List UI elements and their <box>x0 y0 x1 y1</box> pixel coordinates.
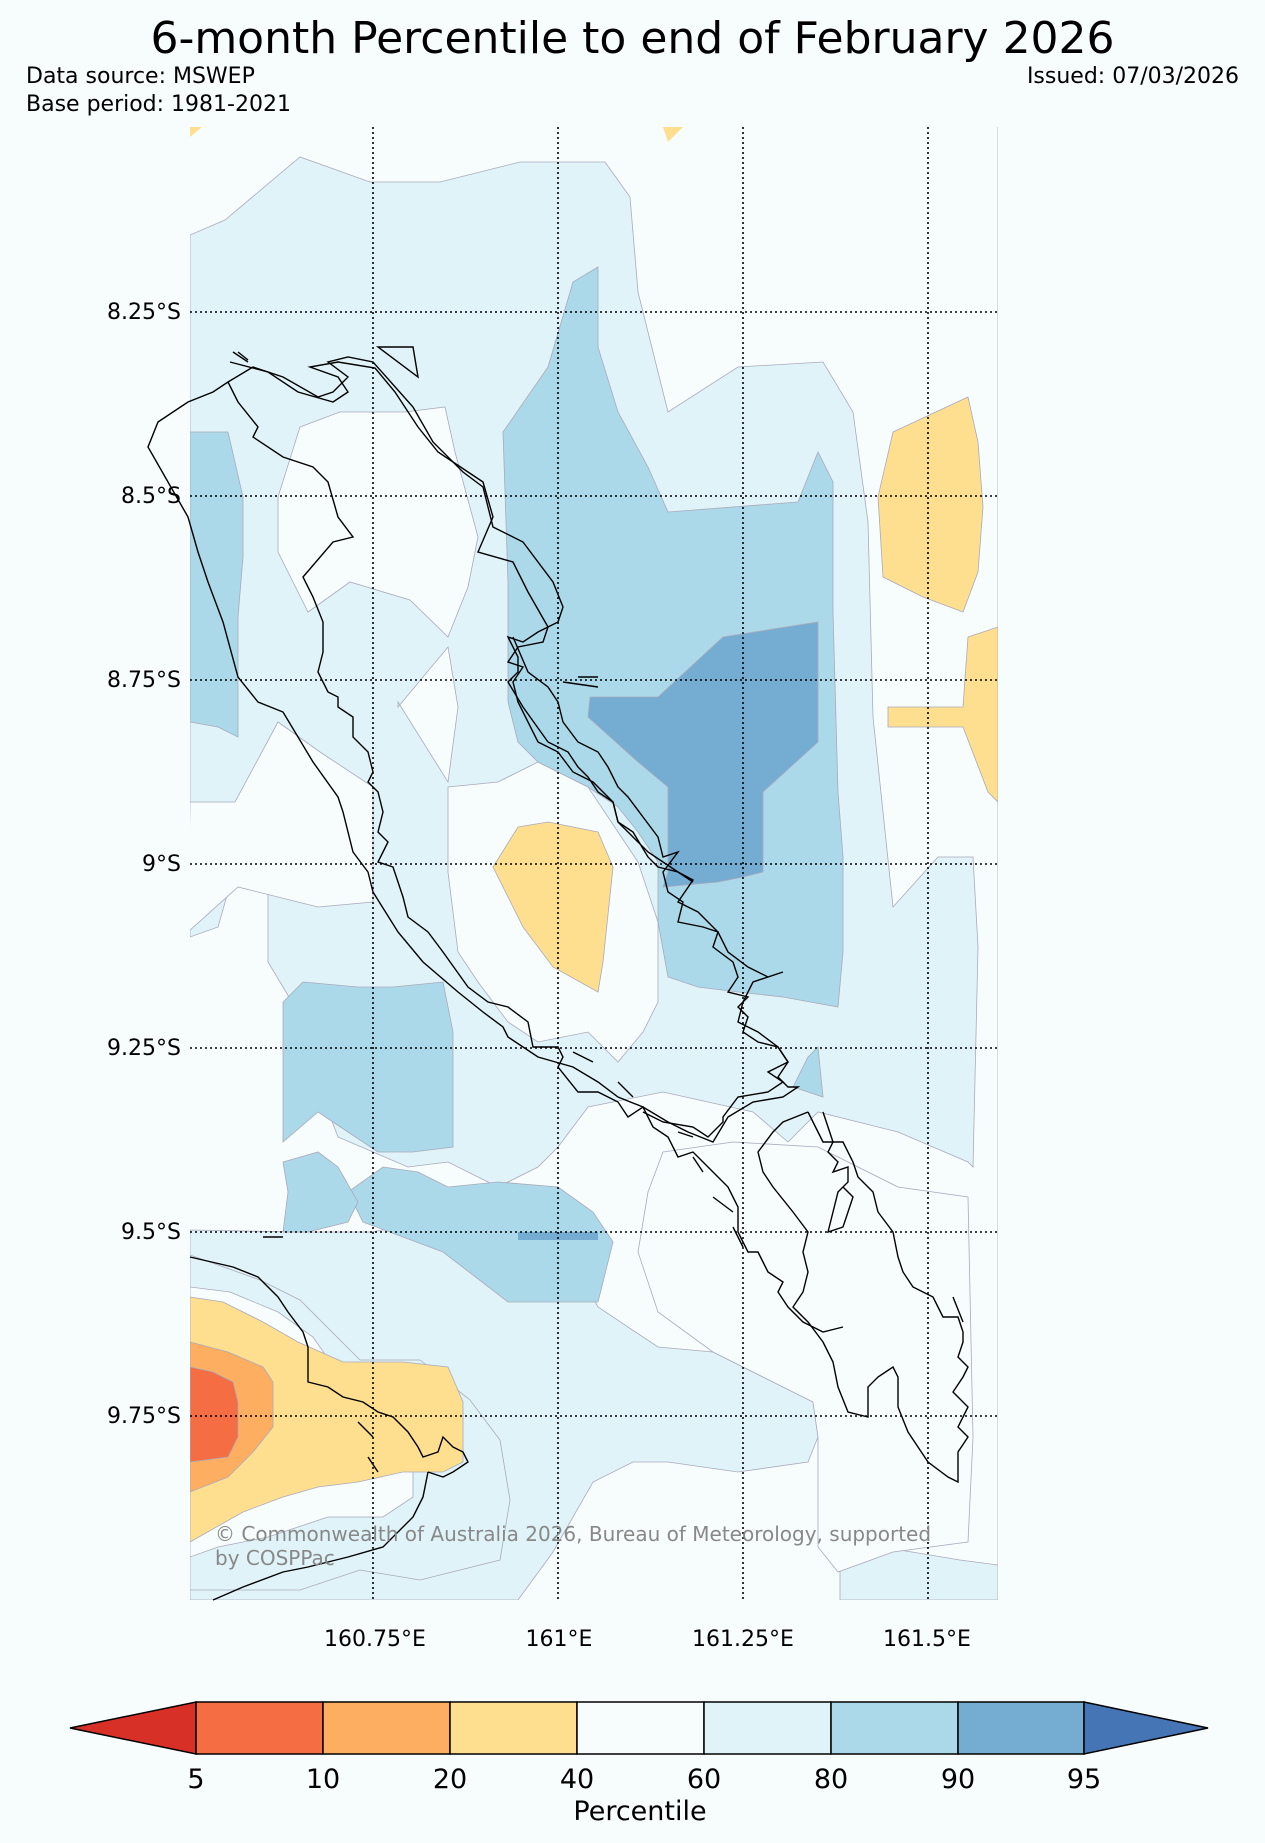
coastline-russell-small <box>263 346 964 1323</box>
colorbar-ticks: 5 10 20 40 60 80 90 95 <box>187 1764 1101 1795</box>
region-20-40-ne <box>877 396 984 613</box>
coastline-isabel-east <box>512 636 790 1138</box>
page-title: 6-month Percentile to end of February 20… <box>150 13 1115 64</box>
colorbar-segment-60-80 <box>703 1701 832 1755</box>
colorbar-tick: 5 <box>187 1764 204 1795</box>
copyright-line-2: by COSPPac <box>215 1546 335 1570</box>
colorbar-extend-low <box>69 1701 197 1755</box>
colorbar-tick: 10 <box>306 1764 340 1795</box>
colorbar-extend-high <box>1083 1701 1209 1755</box>
lon-label: 160.75°E <box>324 1627 426 1652</box>
colorbar-segment-10-20 <box>322 1701 451 1755</box>
lat-label: 9.25°S <box>107 1036 181 1061</box>
colorbar-label: Percentile <box>573 1796 706 1827</box>
coastline-isabel-west <box>229 361 694 883</box>
colorbar-tick: 40 <box>560 1764 594 1795</box>
region-20-40-sw <box>190 1296 464 1543</box>
data-source-label: Data source: MSWEP <box>26 64 255 89</box>
issued-date: Issued: 07/03/2026 <box>1026 64 1239 89</box>
longitude-labels: 160.75°E 161°E 161.25°E 161.5°E <box>324 1627 971 1652</box>
region-20-40-center <box>492 821 614 993</box>
region-40-60-upper <box>277 406 479 638</box>
lat-label: 8.25°S <box>107 300 181 325</box>
coastline-santa-isabel <box>147 351 801 1143</box>
region-80-90-south <box>282 981 454 1153</box>
region-80-90-small <box>792 1046 824 1098</box>
coastline-guadalcanal-tip <box>212 1471 429 1601</box>
map-metadata: Data source: MSWEP Base period: 1981-202… <box>26 63 291 119</box>
lat-label: 8.5°S <box>121 484 181 509</box>
colorbar-segment-90-95 <box>957 1701 1085 1755</box>
lon-label: 161°E <box>526 1627 593 1652</box>
region-5-10 <box>190 1366 239 1463</box>
lat-label: 8.75°S <box>107 668 181 693</box>
lat-label: 9°S <box>142 852 181 877</box>
region-20-40-east <box>887 626 998 803</box>
region-80-90-south2 <box>347 1166 614 1303</box>
contour-fill-layer <box>190 127 998 1600</box>
coastline-nggela-lines <box>357 676 744 1473</box>
coastline-layer <box>147 346 969 1601</box>
gridline-layer <box>190 127 998 1600</box>
lat-label: 9.5°S <box>121 1220 181 1245</box>
region-80-90-west <box>190 431 244 738</box>
coastline-malaita <box>757 1111 969 1484</box>
colorbar-tick: 20 <box>433 1764 467 1795</box>
copyright-line-1: © Commonwealth of Australia 2026, Bureau… <box>215 1522 931 1546</box>
colorbar <box>69 1701 1209 1755</box>
colorbar-tick: 90 <box>941 1764 975 1795</box>
copyright-notice: © Commonwealth of Australia 2026, Bureau… <box>215 1522 931 1570</box>
region-40-60-mid <box>397 646 459 784</box>
lon-label: 161.25°E <box>692 1627 794 1652</box>
base-period-label: Base period: 1981-2021 <box>26 92 291 117</box>
colorbar-segment-20-40 <box>449 1701 578 1755</box>
lon-label: 161.5°E <box>883 1627 971 1652</box>
colorbar-segment-40-60 <box>576 1701 705 1755</box>
region-90-95-thin <box>518 1232 598 1240</box>
coastline-malaita-lagoon <box>822 1111 854 1234</box>
region-20-40-topleft <box>190 127 202 137</box>
colorbar-segment-80-90 <box>830 1701 959 1755</box>
coastline-nggela-west <box>189 1256 469 1478</box>
lat-label: 9.75°S <box>107 1404 181 1429</box>
coastline-isabel-main <box>227 351 844 1333</box>
latitude-labels: 8.25°S 8.5°S 8.75°S 9°S 9.25°S 9.5°S 9.7… <box>107 300 181 1429</box>
colorbar-tick: 60 <box>687 1764 721 1795</box>
region-20-40-top <box>663 127 683 142</box>
colorbar-segment-5-10 <box>195 1701 324 1755</box>
colorbar-tick: 80 <box>814 1764 848 1795</box>
region-80-90-left-lobe <box>282 1151 359 1233</box>
colorbar-tick: 95 <box>1067 1764 1101 1795</box>
region-40-60-se <box>637 1141 974 1573</box>
